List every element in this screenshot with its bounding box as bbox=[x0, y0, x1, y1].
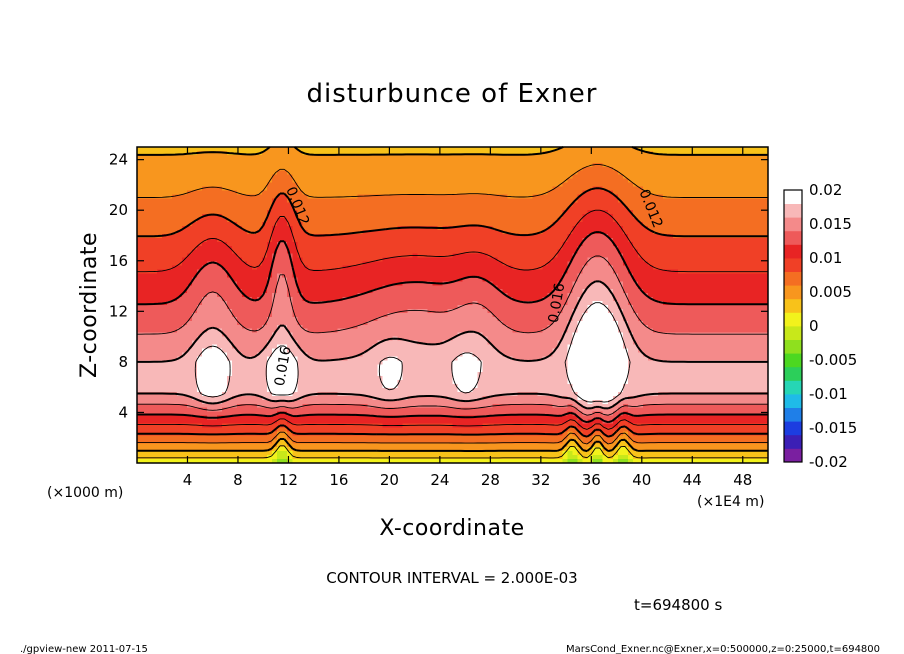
colorbar-swatch bbox=[784, 244, 802, 259]
y-tick-label: 20 bbox=[109, 201, 128, 219]
contour-label: 0.016 bbox=[272, 345, 295, 387]
colorbar-swatch bbox=[784, 434, 802, 449]
contour-line bbox=[137, 280, 768, 410]
colorbar-swatch bbox=[784, 353, 802, 368]
x-tick-label: 16 bbox=[329, 471, 348, 489]
colorbar-label: 0.02 bbox=[809, 181, 842, 199]
colorbar-swatch bbox=[784, 394, 802, 408]
x-unit-right: (×1E4 m) bbox=[697, 494, 764, 510]
colorbar-swatch bbox=[784, 366, 802, 381]
y-tick-label: 8 bbox=[118, 353, 128, 371]
colorbar-swatch bbox=[784, 312, 802, 327]
colorbar-label: 0.005 bbox=[809, 283, 852, 301]
x-tick-label: 4 bbox=[183, 471, 193, 489]
contour-line bbox=[137, 445, 768, 459]
colorbar-swatch bbox=[784, 298, 802, 313]
contour-label: 0.016 bbox=[546, 282, 569, 324]
x-tick-label: 24 bbox=[430, 471, 449, 489]
x-tick-label: 40 bbox=[632, 471, 651, 489]
colorbar-label: 0.015 bbox=[809, 215, 852, 233]
colorbar-label: -0.005 bbox=[809, 351, 857, 369]
x-tick-label: 48 bbox=[733, 471, 752, 489]
chart-title: disturbunce of Exner bbox=[307, 79, 598, 109]
colorbar-label: 0 bbox=[809, 317, 819, 335]
contour-line bbox=[137, 255, 768, 416]
y-axis-ticks: 4 8 12 16 20 24 bbox=[109, 151, 768, 421]
colorbar-swatch bbox=[784, 258, 802, 272]
colorbar-swatch bbox=[784, 285, 802, 300]
y-tick-label: 4 bbox=[118, 403, 128, 421]
colorbar-swatch bbox=[784, 421, 802, 436]
footer-left: ./gpview-new 2011-07-15 bbox=[20, 644, 148, 654]
colorbar-swatch bbox=[784, 326, 802, 340]
y-tick-label: 16 bbox=[109, 252, 128, 270]
contour-line bbox=[137, 164, 768, 445]
x-axis-label: X-coordinate bbox=[379, 516, 524, 541]
colorbar-swatch bbox=[784, 271, 802, 286]
contour-line bbox=[137, 146, 768, 453]
colorbar-swatch bbox=[784, 190, 802, 204]
colorbar-swatch bbox=[784, 448, 802, 463]
contour-line bbox=[137, 209, 768, 430]
contour-line bbox=[137, 187, 768, 438]
colorbar-frame bbox=[783, 189, 803, 463]
y-tick-label: 12 bbox=[109, 302, 128, 320]
colorbar: 0.02 0.015 0.01 0.005 0 -0.005 -0.01 -0.015 -0.0… bbox=[783, 181, 857, 471]
colorbar-swatch bbox=[784, 380, 802, 395]
x-tick-label: 20 bbox=[380, 471, 399, 489]
x-tick-label: 28 bbox=[481, 471, 500, 489]
contour-lines bbox=[137, 146, 768, 459]
y-tick-label: 24 bbox=[109, 151, 128, 169]
x-tick-label: 8 bbox=[233, 471, 243, 489]
x-tick-label: 44 bbox=[683, 471, 702, 489]
x-tick-label: 32 bbox=[531, 471, 550, 489]
colorbar-label: -0.015 bbox=[809, 419, 857, 437]
contour-line bbox=[194, 302, 631, 403]
y-axis-label: Z-coordinate bbox=[77, 232, 102, 378]
footer-right: MarsCond_Exner.nc@Exner,x=0:500000,z=0:2… bbox=[566, 644, 880, 654]
colorbar-swatch bbox=[784, 203, 802, 218]
x-axis-ticks: 4 8 12 16 20 24 28 32 36 40 44 48 bbox=[183, 147, 752, 489]
colorbar-label: -0.01 bbox=[809, 385, 848, 403]
colorbar-swatch bbox=[784, 230, 802, 245]
contour-line bbox=[137, 231, 768, 424]
time-label: t=694800 s bbox=[634, 596, 722, 614]
x-tick-label: 36 bbox=[582, 471, 601, 489]
colorbar-swatch bbox=[784, 407, 802, 422]
contour-interval-text: CONTOUR INTERVAL = 2.000E-03 bbox=[326, 569, 577, 587]
colorbar-swatch bbox=[784, 217, 802, 232]
colorbar-label: -0.02 bbox=[809, 453, 848, 471]
colorbar-label: 0.01 bbox=[809, 249, 842, 267]
colorbar-swatch bbox=[784, 339, 802, 354]
x-tick-label: 12 bbox=[279, 471, 298, 489]
x-unit-left: (×1000 m) bbox=[47, 485, 123, 501]
plot-frame bbox=[136, 146, 769, 464]
